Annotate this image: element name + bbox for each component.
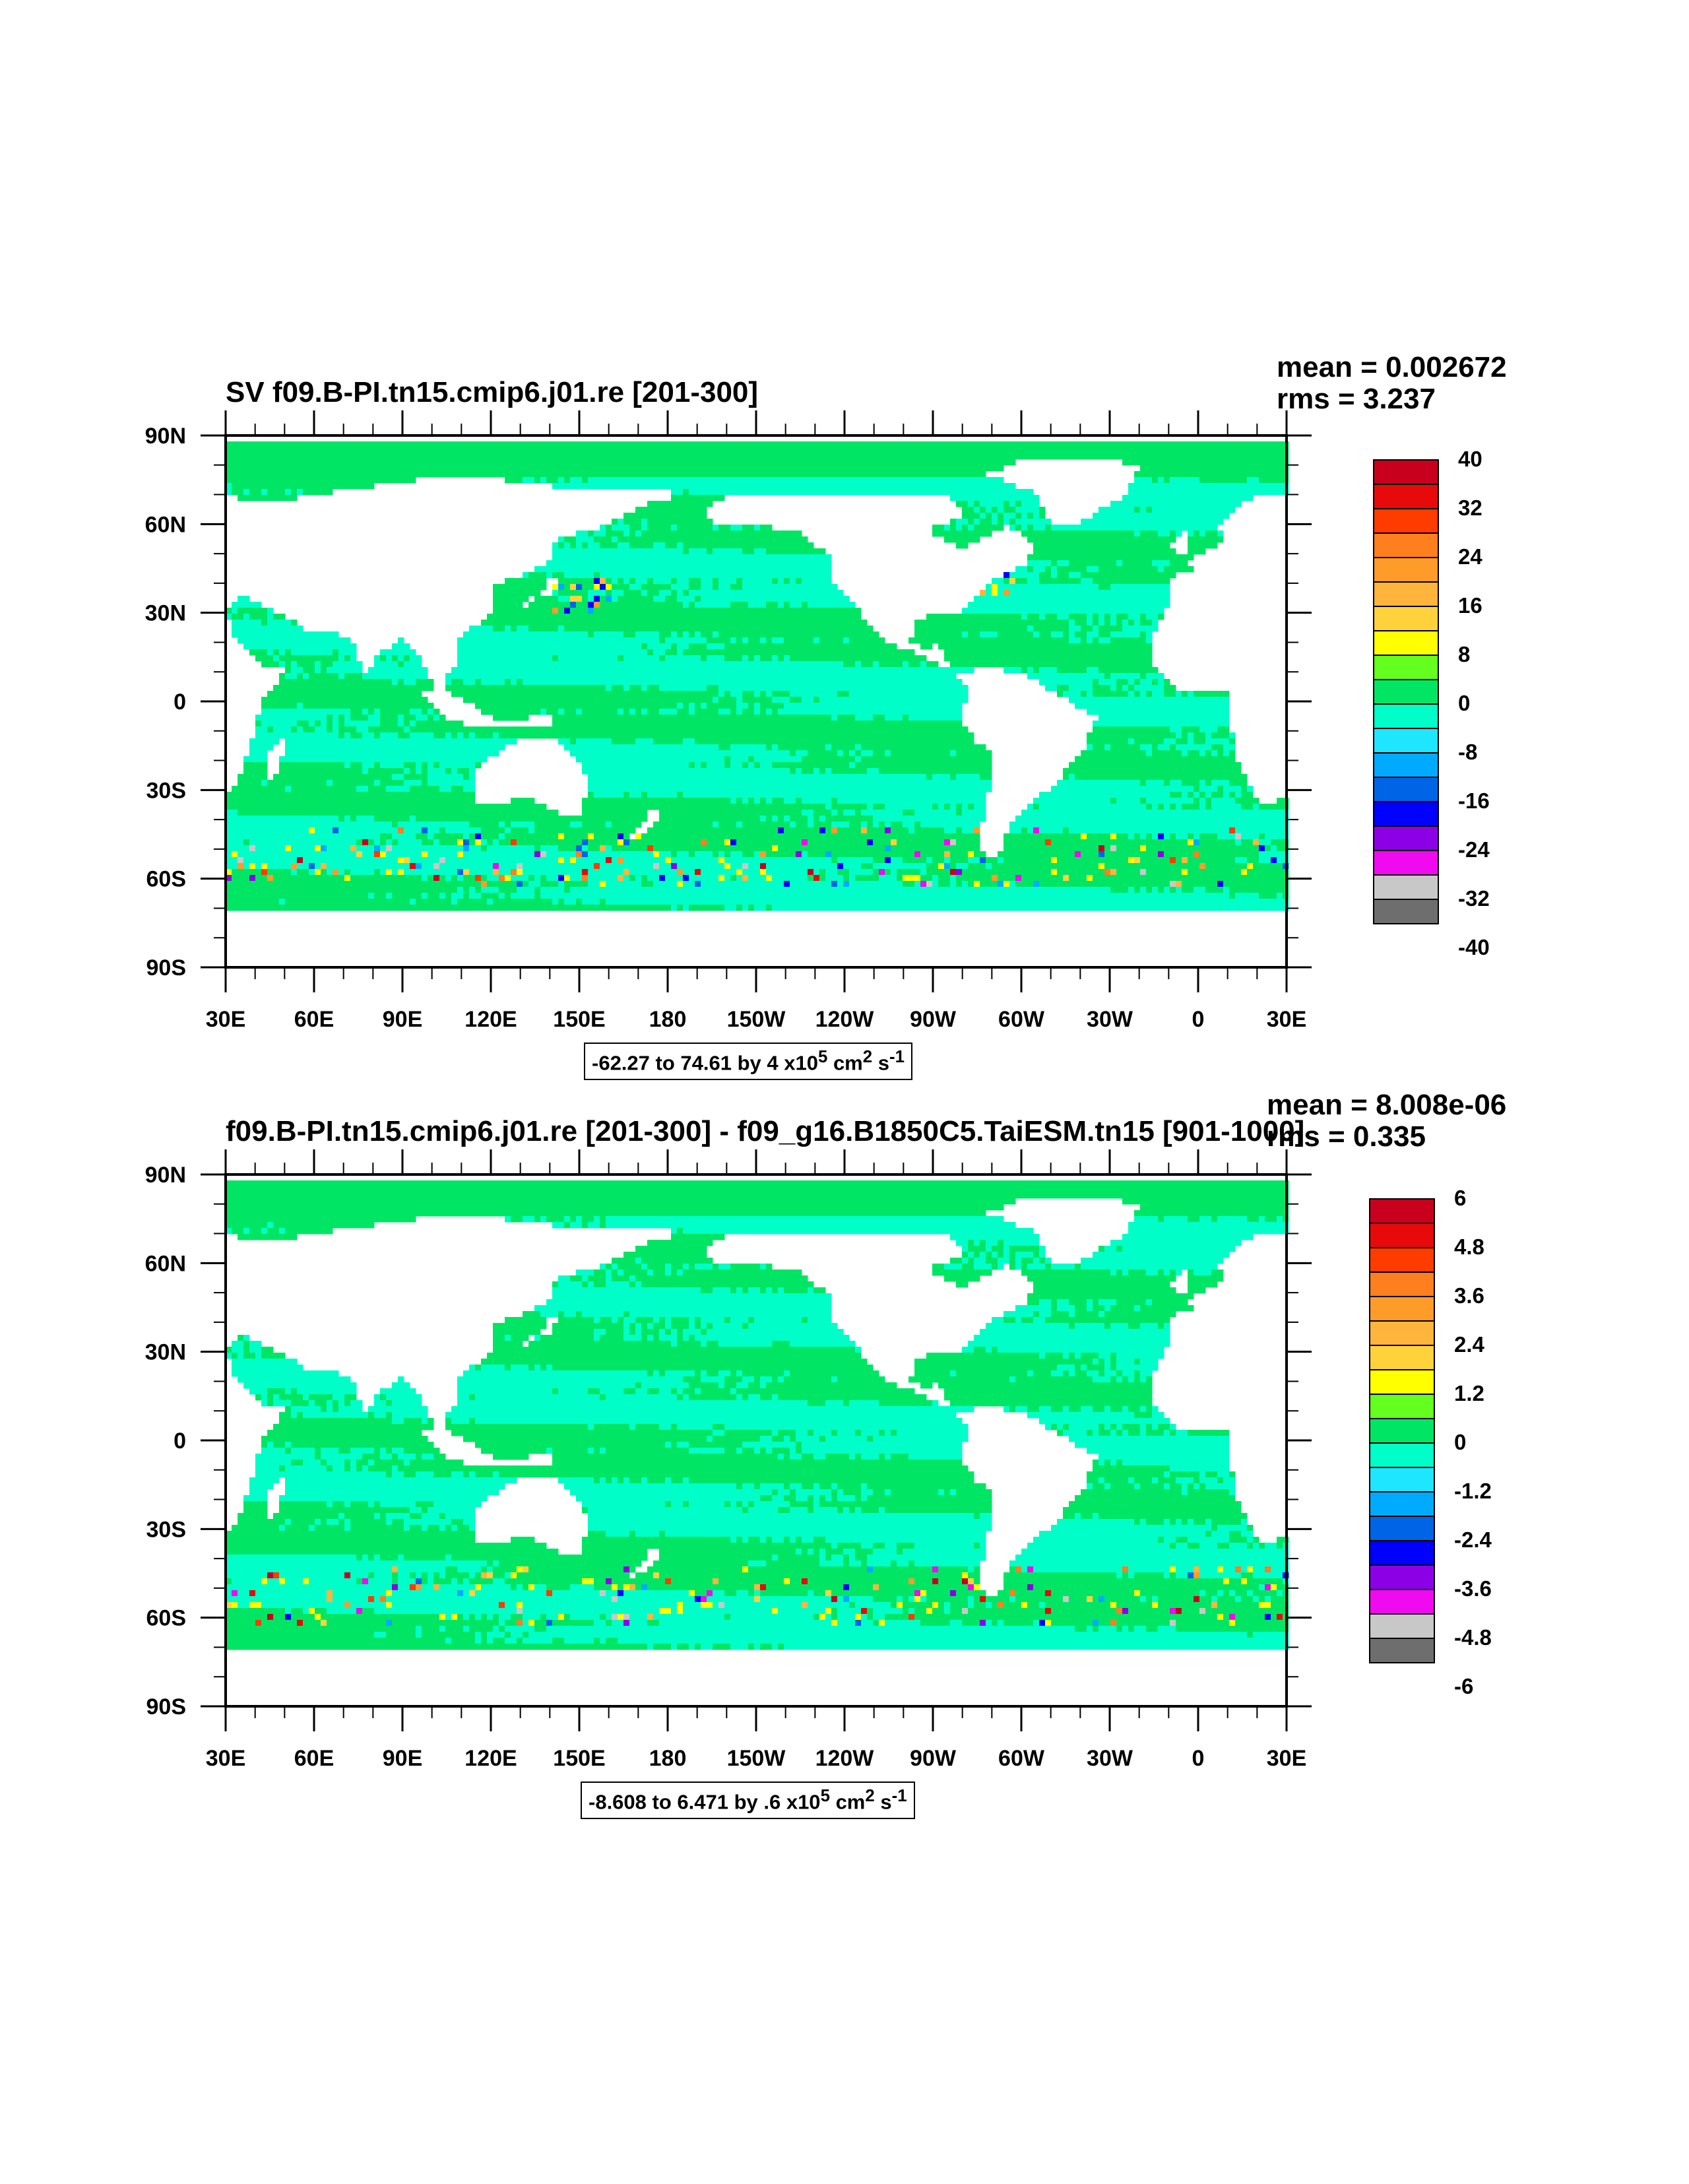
colorbar-swatch <box>1373 850 1439 876</box>
colorbar-swatch <box>1373 532 1439 558</box>
lon-tick-label: 150E <box>553 1746 605 1771</box>
colorbar-label: 0 <box>1454 1430 1466 1454</box>
lon-tick-label: 120E <box>464 1746 517 1771</box>
colorbar-swatch <box>1373 801 1439 827</box>
ocean-field <box>226 441 1289 911</box>
contour-info-box: -8.608 to 6.471 by .6 x105 cm2 s-1 <box>581 1782 915 1820</box>
colorbar-swatch <box>1373 679 1439 705</box>
lat-tick-label: 30N <box>145 601 186 626</box>
ocean-field <box>226 1180 1289 1650</box>
colorbar-swatch <box>1369 1491 1435 1517</box>
lat-tick-label: 90N <box>145 1163 186 1188</box>
lon-tick-label: 150E <box>553 1007 605 1032</box>
lon-tick-label: 30E <box>1267 1746 1307 1771</box>
map-plot: 90N 60N 30N 0 30S 60S 90S 30E 60E 90E 120E 150E 180 1… <box>145 410 1490 1032</box>
lon-tick-label: 180 <box>649 1007 687 1032</box>
lon-tick-label: 120E <box>464 1007 517 1032</box>
colorbar-label: -3.6 <box>1454 1576 1492 1601</box>
lat-tick-label: 0 <box>174 1429 186 1454</box>
colorbar-swatch <box>1369 1467 1435 1493</box>
lon-tick-label: 120W <box>815 1007 875 1032</box>
colorbar-swatch <box>1369 1516 1435 1541</box>
lon-tick-label: 150W <box>727 1746 786 1771</box>
lat-tick-label: 30S <box>146 778 187 803</box>
colorbar-swatch <box>1373 777 1439 802</box>
colorbar-swatch <box>1373 825 1439 851</box>
lon-tick-label: 90E <box>383 1007 423 1032</box>
lon-tick-label: 60W <box>998 1746 1045 1771</box>
colorbar-swatch <box>1369 1638 1435 1663</box>
plot-title: SV f09.B-PI.tn15.cmip6.j01.re [201-300] <box>226 376 758 409</box>
colorbar-swatch <box>1369 1613 1435 1639</box>
colorbar-label: 4.8 <box>1454 1235 1484 1259</box>
rms-value: rms = 3.237 <box>1277 383 1436 416</box>
colorbar-swatch <box>1373 459 1439 485</box>
colorbar-swatch <box>1369 1223 1435 1248</box>
lon-tick-label: 30E <box>206 1007 246 1032</box>
lon-tick-label: 30W <box>1087 1007 1133 1032</box>
lat-tick-label: 60N <box>145 1251 186 1276</box>
lon-tick-label: 90W <box>910 1007 957 1032</box>
lon-tick-label: 60E <box>294 1746 335 1771</box>
lon-tick-label: 30E <box>206 1746 246 1771</box>
lat-tick-label: 60S <box>146 1606 187 1631</box>
map-plot: 90N 60N 30N 0 30S 60S 90S 30E 60E 90E 120E 150E 180 1… <box>145 1149 1492 1771</box>
colorbar-swatch <box>1369 1418 1435 1444</box>
lon-tick-label: 90W <box>910 1746 957 1771</box>
lat-tick-label: 90N <box>145 424 186 449</box>
lon-tick-label: 60E <box>294 1007 335 1032</box>
colorbar-swatch <box>1369 1247 1435 1273</box>
lon-tick-label: 120W <box>815 1746 875 1771</box>
colorbar-swatch <box>1369 1320 1435 1346</box>
lat-tick-label: 60N <box>145 512 186 537</box>
colorbar-swatch <box>1373 581 1439 607</box>
colorbar-label: -4.8 <box>1454 1625 1492 1650</box>
lon-tick-label: 30E <box>1267 1007 1307 1032</box>
colorbar-label: 3.6 <box>1454 1283 1484 1308</box>
colorbar-label: 2.4 <box>1454 1332 1485 1357</box>
colorbar-swatch <box>1369 1540 1435 1566</box>
colorbar-swatch <box>1373 606 1439 631</box>
lat-tick-label: 60S <box>146 867 187 892</box>
colorbar-swatch <box>1369 1296 1435 1322</box>
lat-tick-label: 30N <box>145 1340 186 1365</box>
colorbar-swatch <box>1373 703 1439 729</box>
lon-tick-label: 150W <box>727 1007 786 1032</box>
colorbar-swatch <box>1369 1198 1435 1224</box>
colorbar-swatch <box>1369 1394 1435 1419</box>
colorbar-label: 1.2 <box>1454 1381 1484 1405</box>
colorbar: 6 4.8 3.6 2.4 1.2 0 -1.2 -2.4 -3.6 -4.8 -6 <box>1369 1186 1492 1698</box>
colorbar-swatch <box>1369 1369 1435 1395</box>
mean-value: mean = 0.002672 <box>1277 351 1507 384</box>
lon-tick-label: 180 <box>649 1746 687 1771</box>
contour-range-text: -8.608 to 6.471 by .6 x10 <box>589 1790 821 1813</box>
colorbar-swatch <box>1369 1271 1435 1297</box>
colorbar-swatch <box>1369 1442 1435 1468</box>
lon-tick-label: 30W <box>1087 1746 1133 1771</box>
colorbar-label: -6 <box>1454 1674 1473 1698</box>
colorbar-label: -1.2 <box>1454 1479 1492 1503</box>
colorbar-swatch <box>1369 1589 1435 1615</box>
lon-tick-label: 0 <box>1192 1746 1205 1771</box>
colorbar-swatch <box>1373 655 1439 680</box>
colorbar-label: -2.4 <box>1454 1527 1492 1552</box>
lat-tick-label: 0 <box>174 690 186 715</box>
lon-tick-label: 90E <box>383 1746 423 1771</box>
lat-tick-label: 90S <box>146 1694 187 1719</box>
lat-tick-label: 30S <box>146 1517 187 1542</box>
colorbar-label: 6 <box>1454 1186 1466 1210</box>
colorbar-swatch <box>1369 1345 1435 1370</box>
colorbar-swatch <box>1369 1564 1435 1590</box>
lat-tick-label: 90S <box>146 955 187 980</box>
lon-tick-label: 60W <box>998 1007 1045 1032</box>
lon-tick-label: 0 <box>1192 1007 1205 1032</box>
